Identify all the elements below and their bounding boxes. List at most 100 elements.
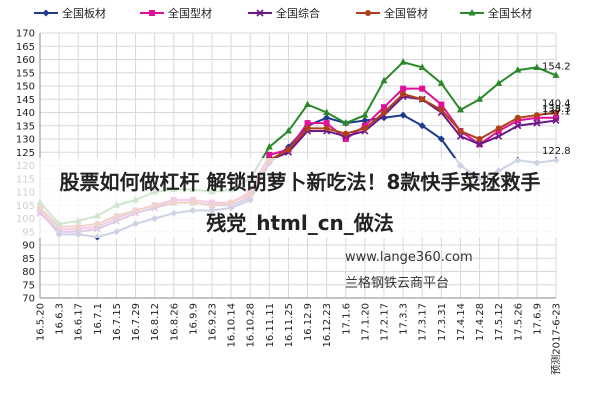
- legend-item: 全国板材: [34, 6, 106, 20]
- x-tick-label: 16.9.23: [208, 303, 219, 341]
- watermark-site-name: 兰格钢铁云商平台: [345, 276, 450, 291]
- y-tick-label: 135: [16, 121, 35, 132]
- y-tick-label: 85: [22, 254, 35, 265]
- x-tick-label: 16.10.14: [227, 303, 238, 348]
- data-point: [495, 125, 502, 132]
- y-tick-label: 75: [22, 280, 35, 291]
- x-tick-label: 16.7.29: [131, 303, 142, 341]
- data-point: [323, 108, 331, 115]
- x-tick-label: 16.7.1: [93, 303, 104, 335]
- legend-marker: [365, 10, 371, 16]
- data-point: [304, 120, 311, 127]
- data-point: [495, 132, 503, 140]
- data-point: [361, 116, 369, 124]
- x-tick-label: 16.10.28: [246, 303, 257, 348]
- y-tick-label: 150: [16, 82, 35, 93]
- data-point: [418, 63, 426, 70]
- x-tick-label: 16.6.3: [55, 303, 66, 335]
- data-point: [380, 76, 388, 84]
- legend-item: 全国综合: [248, 6, 320, 20]
- chart-legend: 全国板材 全国型材 全国综合 全国管材 全国长材: [34, 6, 532, 20]
- x-tick-label: 16.11.11: [265, 303, 276, 348]
- data-point: [437, 79, 445, 86]
- y-tick-label: 155: [16, 68, 35, 79]
- y-tick-label: 165: [16, 42, 35, 53]
- data-point: [552, 116, 560, 125]
- data-point: [304, 100, 312, 108]
- x-tick-label: 16.12.23: [322, 303, 333, 348]
- data-point: [284, 127, 292, 134]
- data-point: [514, 66, 522, 73]
- x-tick-label: 17.6.9: [532, 303, 543, 335]
- x-tick-label: 16.9.9: [188, 303, 199, 335]
- x-tick-label: 16.6.17: [74, 303, 85, 341]
- end-value-label: 154.2: [542, 61, 571, 72]
- x-tick-label: 17.4.14: [456, 303, 467, 341]
- x-tick-label: 16.8.12: [150, 303, 161, 341]
- x-tick-label: 预测2017-6-23: [550, 303, 563, 375]
- y-tick-label: 80: [22, 267, 35, 278]
- x-tick-label: 16.5.20: [36, 303, 47, 341]
- data-point: [418, 122, 426, 130]
- data-point: [381, 104, 387, 111]
- x-tick-label: 17.5.26: [513, 303, 524, 341]
- legend-item: 全国管材: [356, 6, 428, 20]
- data-point: [514, 122, 522, 130]
- x-tick-label: 17.2.17: [380, 303, 391, 341]
- data-point: [476, 95, 484, 102]
- x-tick-label: 17.3.31: [437, 303, 448, 341]
- data-point: [265, 142, 273, 150]
- data-point: [285, 146, 292, 153]
- end-value-label: 140.4: [542, 99, 571, 110]
- legend-item: 全国型材: [140, 6, 212, 20]
- x-tick-label: 16.12.9: [303, 303, 314, 341]
- y-tick-label: 145: [16, 95, 35, 106]
- y-tick-label: 130: [16, 135, 35, 146]
- data-point: [438, 101, 445, 108]
- data-point: [323, 120, 330, 127]
- legend-label: 全国综合: [276, 6, 320, 20]
- end-value-label: 122.8: [542, 146, 571, 157]
- x-tick-label: 16.7.15: [112, 303, 123, 341]
- data-point: [399, 58, 407, 65]
- y-tick-label: 140: [16, 108, 35, 119]
- data-point: [456, 105, 464, 113]
- legend-marker: [468, 9, 476, 16]
- data-point: [553, 114, 559, 121]
- data-point: [475, 140, 484, 148]
- data-point: [437, 135, 445, 143]
- x-tick-label: 16.8.26: [169, 303, 180, 341]
- data-point: [514, 114, 521, 121]
- x-axis: 16.5.20 16.6.3 16.6.17 16.7.1 16.7.15 16.7.29…: [36, 303, 563, 375]
- end-value-label: 138.3: [542, 104, 571, 115]
- data-point: [361, 111, 369, 118]
- watermark-url: www.lange360.com: [345, 250, 473, 265]
- y-tick-label: 160: [16, 55, 35, 66]
- legend-label: 全国管材: [384, 6, 428, 20]
- data-point: [533, 119, 541, 127]
- data-point: [361, 125, 368, 132]
- data-point: [323, 114, 331, 122]
- data-point: [381, 109, 387, 116]
- data-point: [476, 136, 483, 142]
- data-point: [533, 112, 540, 119]
- legend-label: 全国板材: [62, 6, 106, 20]
- y-tick-label: 125: [16, 148, 35, 159]
- x-tick-label: 17.1.6: [341, 303, 352, 335]
- y-tick-label: 70: [22, 294, 35, 305]
- y-tick-label: 170: [16, 29, 35, 40]
- data-point: [438, 106, 445, 113]
- legend-item: 全国长材: [460, 6, 532, 20]
- end-value-label: 137.1: [542, 106, 571, 117]
- x-tick-label: 16.11.25: [284, 303, 295, 348]
- x-tick-label: 17.3.3: [399, 303, 410, 335]
- data-point: [419, 85, 426, 92]
- y-tick-label: 90: [22, 241, 35, 252]
- data-point: [457, 128, 464, 135]
- x-tick-label: 17.1.20: [360, 303, 371, 341]
- overlay-banner: 股票如何做杠杆 解锁胡萝卜新吃法！8款快手菜拯救手 残党_html_cn_做法: [0, 158, 600, 238]
- overlay-subline: 残党_html_cn_做法: [206, 211, 394, 235]
- data-point: [533, 63, 541, 70]
- data-point: [456, 132, 465, 140]
